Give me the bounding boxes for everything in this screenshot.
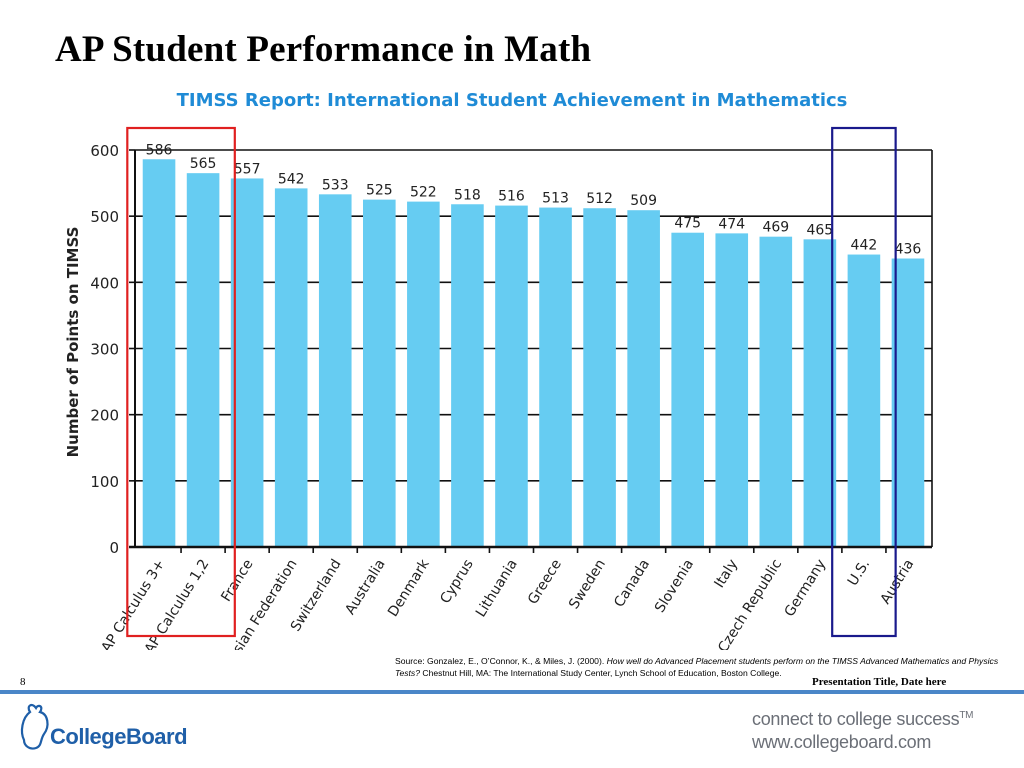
footer-divider bbox=[0, 690, 1024, 694]
slide-number: 8 bbox=[20, 676, 26, 688]
bar bbox=[142, 159, 176, 547]
data-label: 557 bbox=[234, 161, 261, 177]
bars: 586 565 557 542 533 525 522 518 516 513 512 509 475 4… bbox=[142, 142, 925, 548]
x-tick-label: U.S. bbox=[845, 557, 873, 589]
x-tick-label: France bbox=[218, 557, 256, 605]
footer-caption: Presentation Title, Date here bbox=[812, 676, 947, 688]
acorn-logo-icon bbox=[20, 703, 49, 750]
bar bbox=[583, 208, 616, 547]
timss-bar-chart: TIMSS Report: International Student Achi… bbox=[64, 90, 933, 650]
bar bbox=[407, 201, 440, 548]
x-tick-label: Italy bbox=[711, 557, 741, 591]
data-label: 512 bbox=[586, 191, 613, 207]
x-tick-label: Sweden bbox=[566, 557, 609, 612]
data-label: 533 bbox=[322, 177, 349, 193]
y-tick-label: 0 bbox=[109, 539, 119, 557]
bar bbox=[318, 194, 352, 547]
slide-title: AP Student Performance in Math bbox=[55, 29, 592, 70]
x-tick-label: Canada bbox=[611, 557, 653, 611]
x-tick-label: Lithuania bbox=[473, 557, 521, 620]
y-tick-label: 200 bbox=[90, 407, 119, 425]
tagline: connect to college successTM www.college… bbox=[752, 704, 973, 754]
bar bbox=[230, 178, 264, 547]
bar bbox=[495, 205, 528, 547]
data-label: 474 bbox=[718, 216, 745, 232]
logo-text: CollegeBoard bbox=[50, 724, 188, 749]
bar bbox=[274, 188, 308, 548]
x-tick-label: Slovenia bbox=[652, 557, 697, 616]
bar bbox=[759, 236, 793, 547]
tagline-line1: connect to college success bbox=[752, 709, 960, 729]
x-tick-label: Cyprus bbox=[437, 557, 476, 607]
data-label: 442 bbox=[851, 238, 878, 254]
source-prefix: Source: Gonzalez, E., O’Connor, K., & Mi… bbox=[395, 656, 607, 666]
highlight-boxes bbox=[126, 126, 897, 638]
bar bbox=[539, 207, 572, 547]
x-tick-label: Australia bbox=[342, 557, 388, 618]
bar bbox=[891, 258, 925, 547]
x-tick-label: Austria bbox=[878, 557, 918, 607]
bar bbox=[671, 232, 704, 548]
bar bbox=[451, 204, 484, 548]
data-label: 522 bbox=[410, 185, 437, 201]
y-axis-label: Number of Points on TIMSS bbox=[64, 227, 82, 458]
trademark: TM bbox=[959, 710, 974, 721]
data-label: 518 bbox=[454, 187, 481, 203]
y-tick-label: 400 bbox=[90, 274, 119, 292]
data-label: 469 bbox=[762, 220, 789, 236]
data-label: 513 bbox=[542, 191, 569, 207]
data-label: 465 bbox=[806, 222, 833, 238]
bar bbox=[847, 254, 881, 547]
source-title: How well do Advanced Placement students … bbox=[395, 656, 999, 678]
bar bbox=[363, 199, 396, 547]
tagline-url: www.collegeboard.com bbox=[752, 732, 932, 752]
data-label: 475 bbox=[674, 216, 701, 232]
bar bbox=[186, 173, 220, 548]
data-label: 542 bbox=[278, 171, 305, 187]
source-suffix: Chestnut Hill, MA: The International Stu… bbox=[420, 668, 782, 678]
data-label: 565 bbox=[190, 156, 217, 172]
highlight-box bbox=[126, 126, 236, 638]
collegeboard-logo: CollegeBoard bbox=[18, 700, 218, 760]
data-label: 525 bbox=[366, 183, 393, 199]
x-tick-label: Germany bbox=[782, 557, 830, 620]
data-label: 509 bbox=[630, 193, 657, 209]
y-tick-label: 100 bbox=[90, 473, 119, 491]
highlight-box bbox=[831, 126, 897, 638]
y-tick-label: 500 bbox=[90, 208, 119, 226]
y-tick-label: 600 bbox=[90, 142, 119, 160]
data-label: 436 bbox=[895, 242, 922, 258]
bar bbox=[803, 239, 837, 547]
data-label: 516 bbox=[498, 189, 525, 205]
source-citation: Source: Gonzalez, E., O’Connor, K., & Mi… bbox=[395, 655, 1015, 679]
chart-title: TIMSS Report: International Student Achi… bbox=[177, 90, 848, 111]
y-tick-label: 300 bbox=[90, 341, 119, 359]
data-label: 586 bbox=[146, 142, 173, 158]
bar bbox=[715, 233, 749, 547]
bar bbox=[627, 210, 660, 547]
x-tick-label: Denmark bbox=[385, 556, 433, 620]
x-tick-label: Greece bbox=[525, 557, 565, 608]
gridlines bbox=[135, 149, 932, 482]
